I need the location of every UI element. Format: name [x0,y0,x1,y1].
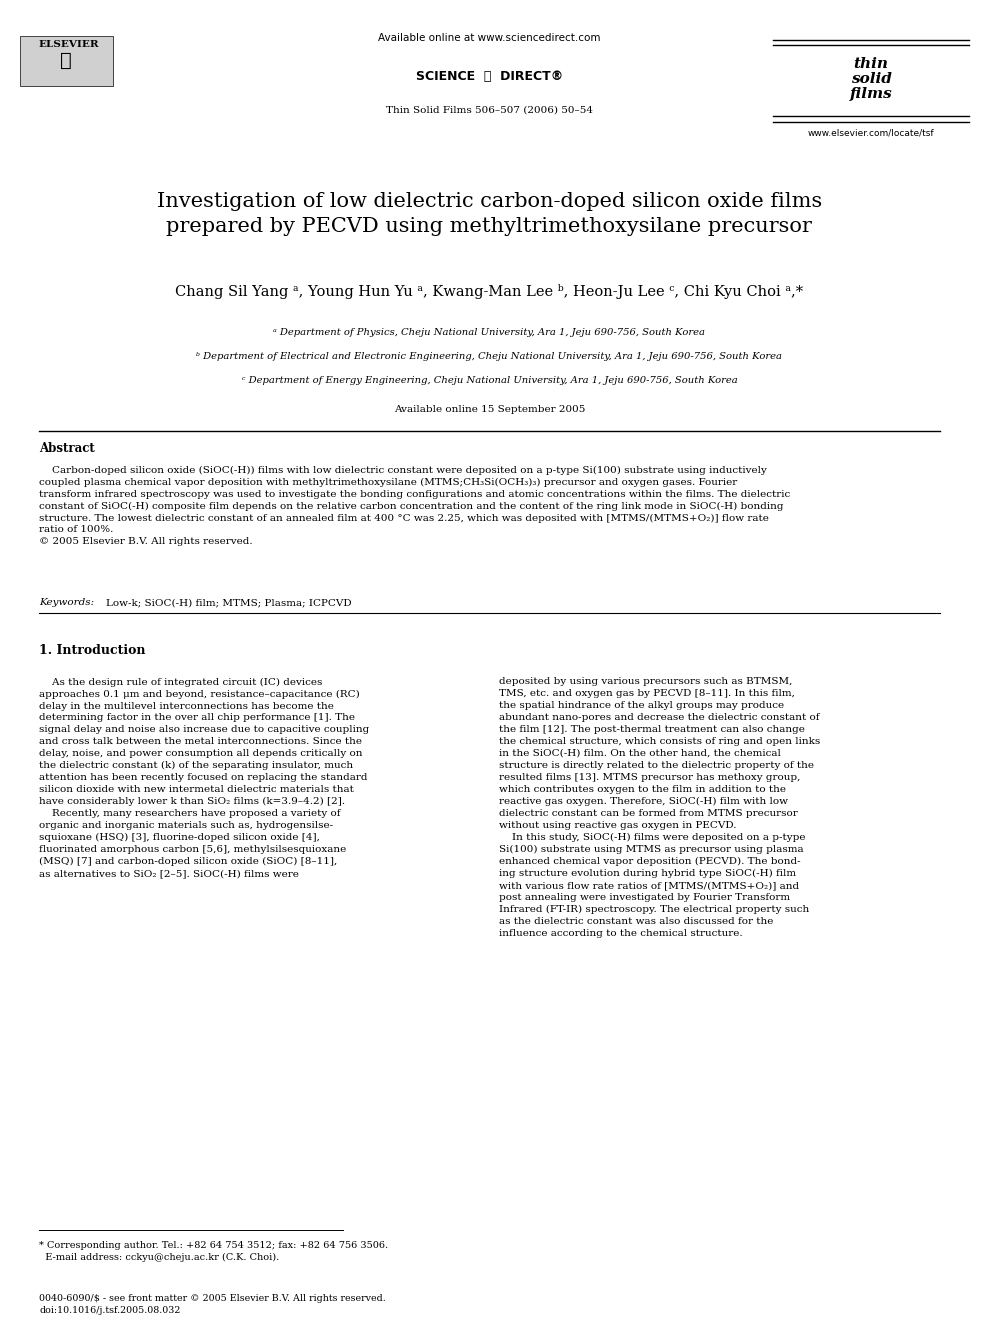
Text: Chang Sil Yang ᵃ, Young Hun Yu ᵃ, Kwang-Man Lee ᵇ, Heon-Ju Lee ᶜ, Chi Kyu Choi ᵃ: Chang Sil Yang ᵃ, Young Hun Yu ᵃ, Kwang-… [176,284,804,299]
Text: Investigation of low dielectric carbon-doped silicon oxide films
prepared by PEC: Investigation of low dielectric carbon-d… [157,192,822,235]
Text: ᶜ Department of Energy Engineering, Cheju National University, Ara 1, Jeju 690-7: ᶜ Department of Energy Engineering, Chej… [241,376,737,385]
Text: ᵇ Department of Electrical and Electronic Engineering, Cheju National University: ᵇ Department of Electrical and Electroni… [196,352,783,361]
Text: 🌳: 🌳 [60,52,71,70]
Text: Keywords:: Keywords: [39,598,97,607]
Text: ᵃ Department of Physics, Cheju National University, Ara 1, Jeju 690-756, South K: ᵃ Department of Physics, Cheju National … [274,328,705,337]
Text: 1. Introduction: 1. Introduction [39,644,146,658]
Text: Carbon-doped silicon oxide (SiOC(-H)) films with low dielectric constant were de: Carbon-doped silicon oxide (SiOC(-H)) fi… [39,466,791,546]
Text: thin
solid
films: thin solid films [850,57,893,101]
Text: ELSEVIER: ELSEVIER [39,40,99,49]
Text: www.elsevier.com/locate/tsf: www.elsevier.com/locate/tsf [807,128,934,138]
Text: * Corresponding author. Tel.: +82 64 754 3512; fax: +82 64 756 3506.
  E-mail ad: * Corresponding author. Tel.: +82 64 754… [39,1241,388,1262]
Text: deposited by using various precursors such as BTMSM,
TMS, etc. and oxygen gas by: deposited by using various precursors su… [499,677,820,938]
Text: Thin Solid Films 506–507 (2006) 50–54: Thin Solid Films 506–507 (2006) 50–54 [386,106,593,115]
Text: Low-k; SiOC(-H) film; MTMS; Plasma; ICPCVD: Low-k; SiOC(-H) film; MTMS; Plasma; ICPC… [106,598,351,607]
Text: Available online 15 September 2005: Available online 15 September 2005 [394,405,585,414]
Text: As the design rule of integrated circuit (IC) devices
approaches 0.1 μm and beyo: As the design rule of integrated circuit… [39,677,369,878]
FancyBboxPatch shape [20,36,112,86]
Text: 0040-6090/$ - see front matter © 2005 Elsevier B.V. All rights reserved.
doi:10.: 0040-6090/$ - see front matter © 2005 El… [39,1294,386,1315]
Text: Abstract: Abstract [39,442,95,455]
Text: Available online at www.sciencedirect.com: Available online at www.sciencedirect.co… [378,33,600,44]
Text: SCIENCE  ⓐ  DIRECT®: SCIENCE ⓐ DIRECT® [416,70,563,83]
